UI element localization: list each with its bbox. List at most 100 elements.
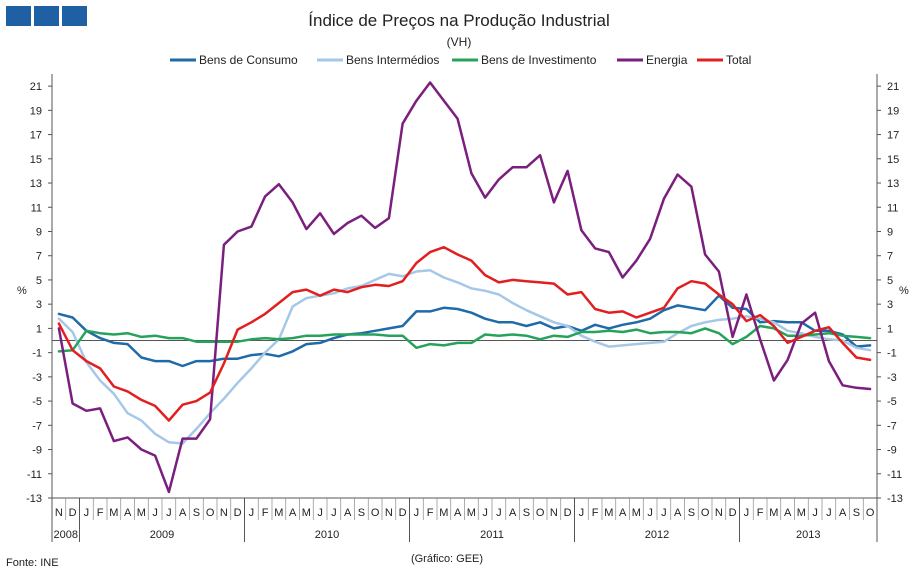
chart-title: Índice de Preços na Produção Industrial — [308, 11, 609, 30]
y-tick-label-left: -13 — [26, 493, 42, 505]
y-tick-label-left: -3 — [32, 372, 42, 384]
month-label: J — [482, 507, 488, 519]
month-label: J — [317, 507, 323, 519]
month-label: N — [715, 507, 723, 519]
month-label: J — [744, 507, 750, 519]
month-label: D — [564, 507, 572, 519]
month-label: A — [674, 507, 682, 519]
month-label: F — [592, 507, 599, 519]
y-tick-label-left: 7 — [36, 251, 42, 263]
y-tick-label-right: -11 — [887, 469, 902, 481]
series-group — [57, 81, 872, 494]
chart-subtitle: (VH) — [447, 35, 472, 49]
y-tick-label-right: -13 — [887, 493, 903, 505]
y-tick-label-right: 21 — [887, 81, 899, 93]
month-label: F — [757, 507, 764, 519]
y-tick-label-left: -11 — [27, 469, 42, 481]
month-label: M — [769, 507, 778, 519]
month-label: J — [826, 507, 832, 519]
month-label: D — [399, 507, 407, 519]
legend-label: Energia — [646, 53, 688, 67]
y-tick-label-left: -1 — [32, 348, 42, 360]
month-label: M — [632, 507, 641, 519]
legend-label: Bens de Investimento — [481, 53, 597, 67]
y-tick-label-right: 5 — [887, 275, 893, 287]
logo-block-2 — [34, 6, 59, 26]
month-label: A — [289, 507, 297, 519]
y-tick-label-left: 3 — [36, 299, 42, 311]
year-label: 2013 — [796, 529, 820, 541]
y-tick-label-left: -5 — [32, 396, 42, 408]
month-label: J — [647, 507, 653, 519]
series-line-bens-de-consumo — [57, 294, 872, 368]
month-label: A — [839, 507, 847, 519]
month-label: M — [439, 507, 448, 519]
y-tick-label-right: -9 — [887, 445, 897, 457]
month-label: O — [701, 507, 710, 519]
month-label: M — [109, 507, 118, 519]
y-tick-label-right: -5 — [887, 396, 897, 408]
source-note: Fonte: INE — [6, 557, 59, 569]
year-label: 2008 — [54, 529, 78, 541]
legend: Bens de Consumo Bens Intermédios Bens de I… — [170, 53, 751, 67]
series-line-bens-de-investimento — [57, 324, 872, 353]
legend-label: Bens de Consumo — [199, 53, 298, 67]
y-tick-label-right: 3 — [887, 299, 893, 311]
y-tick-label-right: 11 — [887, 202, 898, 214]
month-label: M — [604, 507, 613, 519]
month-label: J — [812, 507, 818, 519]
month-label: F — [262, 507, 269, 519]
y-tick-label-right: 19 — [887, 105, 899, 117]
y-tick-label-right: 7 — [887, 251, 893, 263]
credit-note: (Gráfico: GEE) — [411, 553, 483, 565]
y-tick-label-left: 13 — [30, 178, 42, 190]
y-tick-label-left: 21 — [30, 81, 42, 93]
y-tick-label-right: -7 — [887, 420, 897, 432]
y-tick-label-right: 15 — [887, 154, 899, 166]
month-label: J — [152, 507, 158, 519]
y-tick-label-right: -3 — [887, 372, 897, 384]
month-label: S — [523, 507, 530, 519]
month-label: A — [179, 507, 187, 519]
month-label: S — [193, 507, 200, 519]
y-tick-label-left: 11 — [31, 202, 42, 214]
legend-label: Total — [726, 53, 751, 67]
y-tick-label-left: 15 — [30, 154, 42, 166]
y-tick-label-left: 1 — [36, 323, 42, 335]
logo-block-1 — [6, 6, 31, 26]
month-label: F — [97, 507, 104, 519]
month-label: D — [234, 507, 242, 519]
month-label: J — [579, 507, 585, 519]
y-tick-label-left: 9 — [36, 226, 42, 238]
month-label: N — [385, 507, 393, 519]
month-label: S — [688, 507, 695, 519]
month-label: N — [220, 507, 228, 519]
legend-label: Bens Intermédios — [346, 53, 439, 67]
month-label: F — [427, 507, 434, 519]
year-label: 2012 — [645, 529, 669, 541]
y-tick-label-right: 9 — [887, 226, 893, 238]
month-label: M — [274, 507, 283, 519]
y-tick-label-left: 17 — [30, 130, 42, 142]
y-tick-label-left: 19 — [30, 105, 42, 117]
month-label: O — [206, 507, 215, 519]
year-label: 2011 — [480, 529, 504, 541]
month-label: J — [496, 507, 502, 519]
month-label: S — [358, 507, 365, 519]
month-label: M — [137, 507, 146, 519]
month-label: M — [797, 507, 806, 519]
y-tick-label-right: 1 — [887, 323, 893, 335]
month-label: O — [866, 507, 875, 519]
month-label: N — [550, 507, 558, 519]
series-line-energia — [57, 81, 872, 494]
y-tick-label-left: 5 — [36, 275, 42, 287]
y-tick-label-left: -7 — [32, 420, 42, 432]
y-axis-label-right: % — [899, 285, 909, 297]
month-label: O — [371, 507, 380, 519]
y-tick-label-right: 17 — [887, 130, 899, 142]
y-tick-label-left: -9 — [32, 445, 42, 457]
y-tick-label-right: 13 — [887, 178, 899, 190]
y-axis-label-left: % — [17, 285, 27, 297]
